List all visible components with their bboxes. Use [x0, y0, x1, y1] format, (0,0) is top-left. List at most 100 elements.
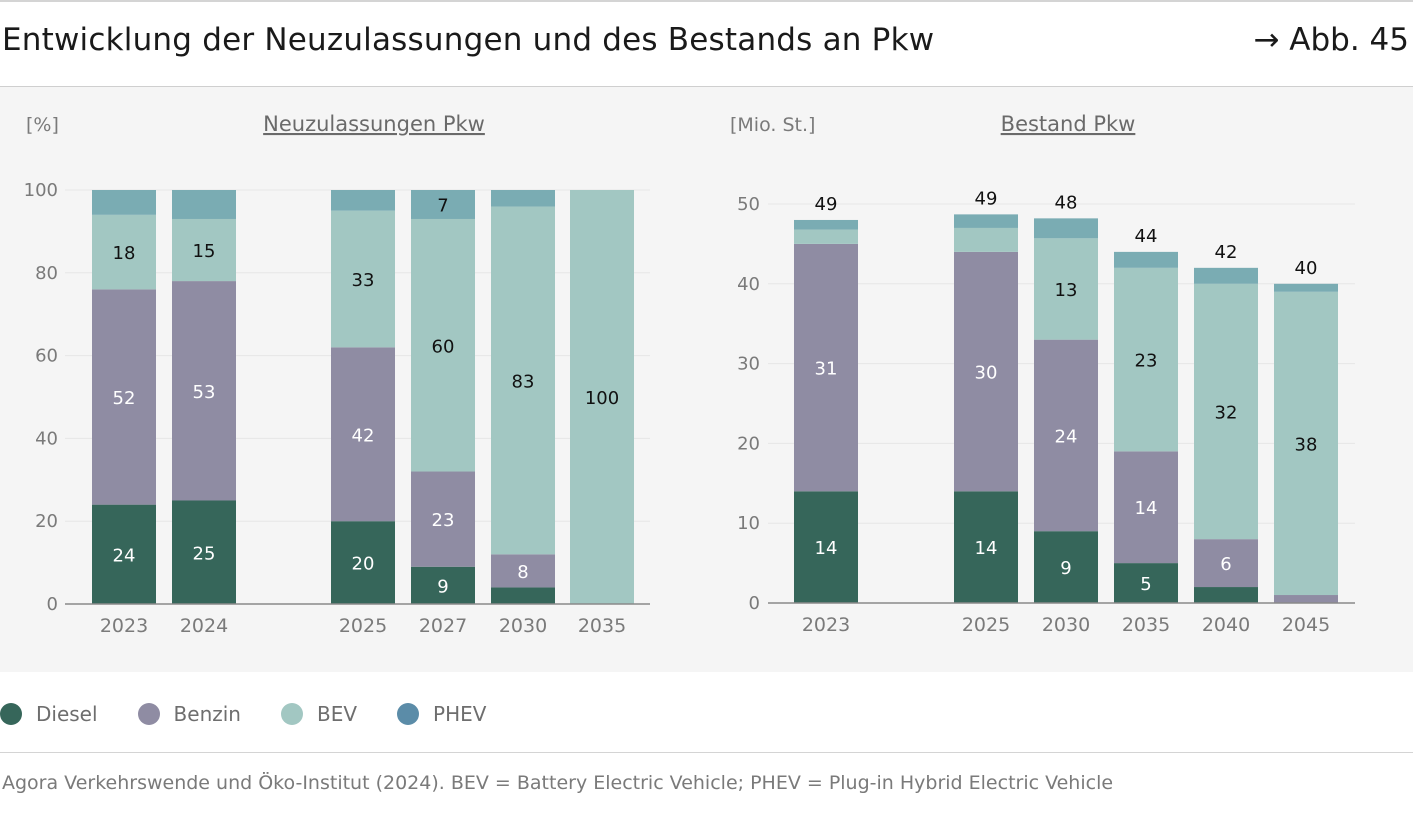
x-tick-label: 2023	[100, 615, 148, 637]
bar-segment-diesel	[1034, 531, 1098, 603]
bar-segment-diesel	[794, 491, 858, 603]
y-tick-label: 0	[47, 594, 58, 615]
data-label: 23	[1135, 351, 1158, 372]
bar-segment-diesel	[331, 521, 395, 604]
data-label: 5	[1140, 574, 1151, 595]
y-tick-label: 30	[737, 354, 760, 375]
data-label: 7	[437, 195, 448, 216]
total-label: 44	[1135, 226, 1158, 247]
data-label: 60	[432, 336, 455, 357]
bar-segment-phev	[1114, 251, 1178, 268]
bar-segment-benzin	[411, 471, 475, 567]
bar-segment-diesel	[411, 566, 475, 604]
bar-segment-bev	[331, 210, 395, 348]
source-note: Agora Verkehrswende und Öko-Institut (20…	[2, 772, 1114, 794]
bar-segment-benzin	[92, 289, 156, 505]
bottom-rule	[0, 752, 1413, 753]
legend-swatch	[280, 703, 303, 725]
bar-segment-benzin	[794, 243, 858, 492]
y-tick-label: 60	[35, 346, 58, 367]
bar-segment-benzin	[172, 281, 236, 501]
data-label: 18	[113, 243, 136, 264]
bar-segment-phev	[92, 190, 156, 215]
bar-segment-benzin	[1034, 339, 1098, 532]
bar-segment-diesel	[491, 587, 555, 604]
data-label: 20	[352, 554, 375, 575]
legend: Diesel Benzin BEV PHEV	[0, 700, 526, 728]
bar-segment-diesel	[1194, 587, 1258, 603]
bar-segment-phev	[172, 190, 236, 219]
bar-segment-benzin	[331, 347, 395, 522]
y-tick-label: 0	[749, 593, 760, 614]
total-label: 40	[1295, 258, 1318, 279]
legend-item-phev: PHEV	[397, 702, 486, 726]
x-tick-label: 2040	[1202, 614, 1250, 636]
data-label: 23	[432, 510, 455, 531]
y-axis-unit: [%]	[26, 114, 59, 136]
y-tick-label: 10	[737, 513, 760, 534]
data-label: 14	[1135, 498, 1158, 519]
bar-segment-benzin	[954, 251, 1018, 492]
data-label: 100	[585, 388, 619, 409]
x-tick-label: 2024	[180, 615, 228, 637]
legend-label: Benzin	[173, 702, 241, 726]
total-label: 49	[975, 188, 998, 209]
data-label: 9	[437, 576, 448, 597]
data-label: 8	[517, 562, 528, 583]
bar-segment-phev	[331, 190, 395, 211]
top-rule	[0, 0, 1413, 2]
figure-reference: → Abb. 45	[1253, 22, 1409, 58]
x-tick-label: 2025	[339, 615, 387, 637]
bar-segment-diesel	[954, 491, 1018, 603]
bar-segment-bev	[411, 218, 475, 472]
bar-segment-phev	[794, 219, 858, 230]
x-tick-label: 2030	[499, 615, 547, 637]
legend-item-bev: BEV	[280, 702, 357, 726]
charts-svg: [%] Neuzulassungen Pkw0204060801002452182…	[24, 112, 1355, 637]
bar-segment-bev	[954, 227, 1018, 252]
y-tick-label: 20	[737, 433, 760, 454]
data-label: 31	[815, 359, 838, 380]
data-label: 38	[1295, 434, 1318, 455]
x-tick-label: 2035	[578, 615, 626, 637]
data-label: 13	[1055, 280, 1078, 301]
y-tick-label: 20	[35, 511, 58, 532]
data-label: 14	[975, 538, 998, 559]
bar-segment-phev	[1034, 218, 1098, 239]
bar-segment-bev	[1034, 238, 1098, 340]
data-label: 14	[815, 538, 838, 559]
bar-segment-phev	[954, 214, 1018, 228]
legend-swatch	[397, 703, 420, 725]
data-label: 33	[352, 270, 375, 291]
total-label: 49	[815, 194, 838, 215]
bar-segment-bev	[1194, 283, 1258, 540]
total-label: 48	[1055, 192, 1078, 213]
data-label: 6	[1220, 554, 1231, 575]
legend-swatch	[137, 703, 160, 725]
legend-item-diesel: Diesel	[0, 702, 98, 726]
data-label: 24	[1055, 426, 1078, 447]
x-tick-label: 2030	[1042, 614, 1090, 636]
x-tick-label: 2027	[419, 615, 467, 637]
y-tick-label: 40	[737, 274, 760, 295]
x-tick-label: 2045	[1282, 614, 1330, 636]
data-label: 25	[193, 543, 216, 564]
bar-segment-benzin	[1274, 595, 1338, 603]
bar-segment-benzin	[1114, 451, 1178, 564]
y-tick-label: 80	[35, 263, 58, 284]
bar-segment-bev	[92, 214, 156, 290]
legend-label: Diesel	[36, 702, 98, 726]
y-axis-unit: [Mio. St.]	[730, 114, 815, 136]
bar-segment-phev	[1194, 267, 1258, 284]
bar-segment-diesel	[172, 500, 236, 604]
y-tick-label: 40	[35, 428, 58, 449]
chart-title: Neuzulassungen Pkw	[263, 112, 485, 136]
bar-segment-bev	[1274, 291, 1338, 596]
bar-segment-bev	[570, 190, 634, 604]
bar-segment-diesel	[92, 504, 156, 604]
data-label: 15	[193, 241, 216, 262]
bar-segment-benzin	[1194, 539, 1258, 588]
page-title: Entwicklung der Neuzulassungen und des B…	[2, 22, 935, 58]
x-tick-label: 2023	[802, 614, 850, 636]
bar-segment-bev	[491, 206, 555, 555]
